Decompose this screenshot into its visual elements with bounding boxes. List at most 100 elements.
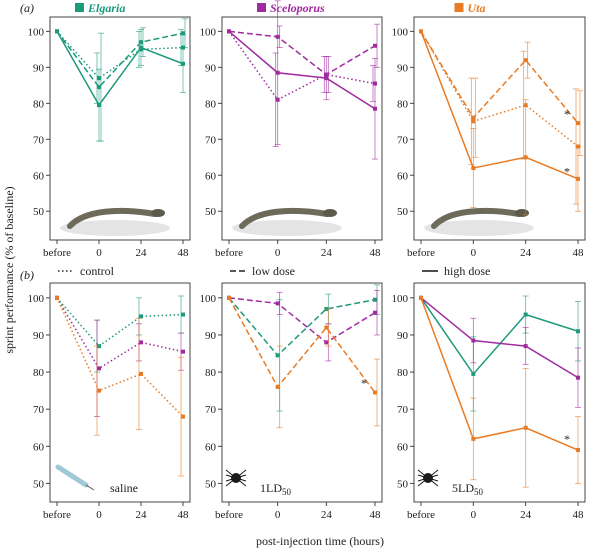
image-label: saline: [110, 481, 138, 495]
x-tick-label: 24: [520, 509, 532, 521]
data-point: [576, 448, 580, 453]
data-point: [523, 344, 528, 349]
data-point: [139, 314, 143, 319]
panel-a3: 50 60 70 80 90 100 before 0 24 48 Uta * *: [392, 1, 586, 259]
series-uta: [227, 295, 380, 429]
spider-leg-shape: [225, 477, 237, 482]
data-point: [373, 106, 377, 111]
species-color-square: [257, 3, 266, 12]
y-tick-label: 50: [397, 478, 409, 490]
data-point: [523, 58, 528, 63]
data-point: [181, 61, 185, 66]
data-point: [324, 340, 329, 345]
data-point: [576, 121, 580, 126]
panels: 50 60 70 80 90 100 before 0 24 48 Elgaria 50 60 70 80 9…: [28, 0, 586, 521]
data-point: [55, 295, 59, 300]
series-sceloporus: [419, 295, 581, 408]
y-tick-label: 70: [397, 404, 409, 416]
series-line: [420, 30, 579, 124]
x-tick-label: before: [407, 509, 435, 521]
series-line: [56, 297, 184, 370]
data-point: [419, 29, 423, 34]
y-tick-label: 100: [200, 293, 217, 305]
panel-title: Elgaria: [87, 1, 125, 15]
y-tick-label: 80: [397, 98, 409, 110]
data-point: [471, 166, 476, 171]
series-line: [56, 30, 184, 89]
data-point: [471, 436, 476, 441]
x-tick-label: before: [215, 509, 243, 521]
panel-b3: 50 60 70 80 90 100 before 0 24 48 high dose 5LD50 *: [392, 264, 586, 521]
data-point: [373, 310, 377, 315]
y-tick-label: 60: [33, 170, 45, 182]
series-elgaria: [227, 284, 380, 412]
lizard-body-shape: [67, 207, 158, 229]
data-point: [97, 388, 101, 393]
y-tick-label: 90: [33, 330, 45, 342]
y-tick-label: 100: [392, 293, 409, 305]
y-tick-label: 100: [392, 26, 409, 38]
x-tick-label: before: [407, 247, 435, 259]
plot-frame: [413, 16, 586, 241]
y-tick-label: 60: [397, 170, 409, 182]
data-point: [139, 45, 143, 50]
y-tick-label: 60: [397, 441, 409, 453]
x-tick-label: 0: [275, 247, 281, 259]
shadow-shape: [60, 220, 170, 236]
series-uta: [419, 295, 581, 488]
series-line: [228, 297, 376, 393]
series-line: [56, 31, 184, 107]
spider-leg-shape: [417, 477, 429, 487]
y-tick-label: 70: [33, 404, 45, 416]
y-tick-label: 100: [200, 26, 217, 38]
series-sceloporus: [227, 290, 380, 362]
y-tick-label: 70: [33, 134, 45, 146]
x-tick-label: 24: [520, 247, 532, 259]
series-high-dose: [55, 29, 186, 142]
x-tick-label: before: [215, 247, 243, 259]
spider-leg-shape: [235, 474, 247, 479]
series-line: [228, 30, 376, 76]
species-color-square: [75, 3, 84, 12]
lizard-head-shape: [515, 209, 529, 217]
x-tick-label: 24: [136, 509, 148, 521]
series-high-dose: [419, 29, 581, 216]
series-control: [419, 29, 580, 205]
series-uta: [55, 295, 185, 477]
series-line: [228, 297, 376, 357]
lizard-head-shape: [151, 209, 165, 217]
data-point: [324, 76, 329, 81]
x-tick-label: before: [43, 247, 71, 259]
data-point: [181, 31, 185, 36]
series-sceloporus: [55, 295, 185, 418]
data-point: [139, 371, 143, 376]
data-point: [523, 312, 528, 317]
series-line: [420, 31, 579, 180]
x-axis-label: post-injection time (hours): [256, 534, 384, 548]
x-tick-label: 0: [471, 509, 477, 521]
row-letter-a: (a): [20, 1, 34, 15]
series-line: [420, 297, 579, 376]
y-tick-label: 80: [33, 98, 45, 110]
plot-frame: [49, 282, 191, 503]
y-tick-label: 90: [397, 330, 409, 342]
data-point: [373, 43, 377, 48]
spider-leg-shape: [225, 469, 237, 479]
series-line: [228, 30, 376, 101]
x-tick-label: 48: [370, 509, 382, 521]
x-tick-label: 0: [96, 247, 102, 259]
plot-frame: [413, 282, 586, 503]
legend-label: low dose: [252, 264, 295, 278]
spider-leg-shape: [427, 469, 439, 479]
lizard-head-shape: [323, 209, 337, 217]
series-line: [420, 31, 579, 148]
spider-leg-shape: [417, 477, 429, 482]
legend-label: control: [80, 264, 115, 278]
data-point: [97, 366, 101, 371]
series-low-dose: [55, 18, 188, 142]
significance-marker: *: [564, 107, 570, 121]
y-tick-label: 100: [28, 26, 45, 38]
data-point: [275, 353, 280, 358]
y-tick-label: 60: [205, 441, 217, 453]
x-tick-label: 0: [275, 509, 281, 521]
